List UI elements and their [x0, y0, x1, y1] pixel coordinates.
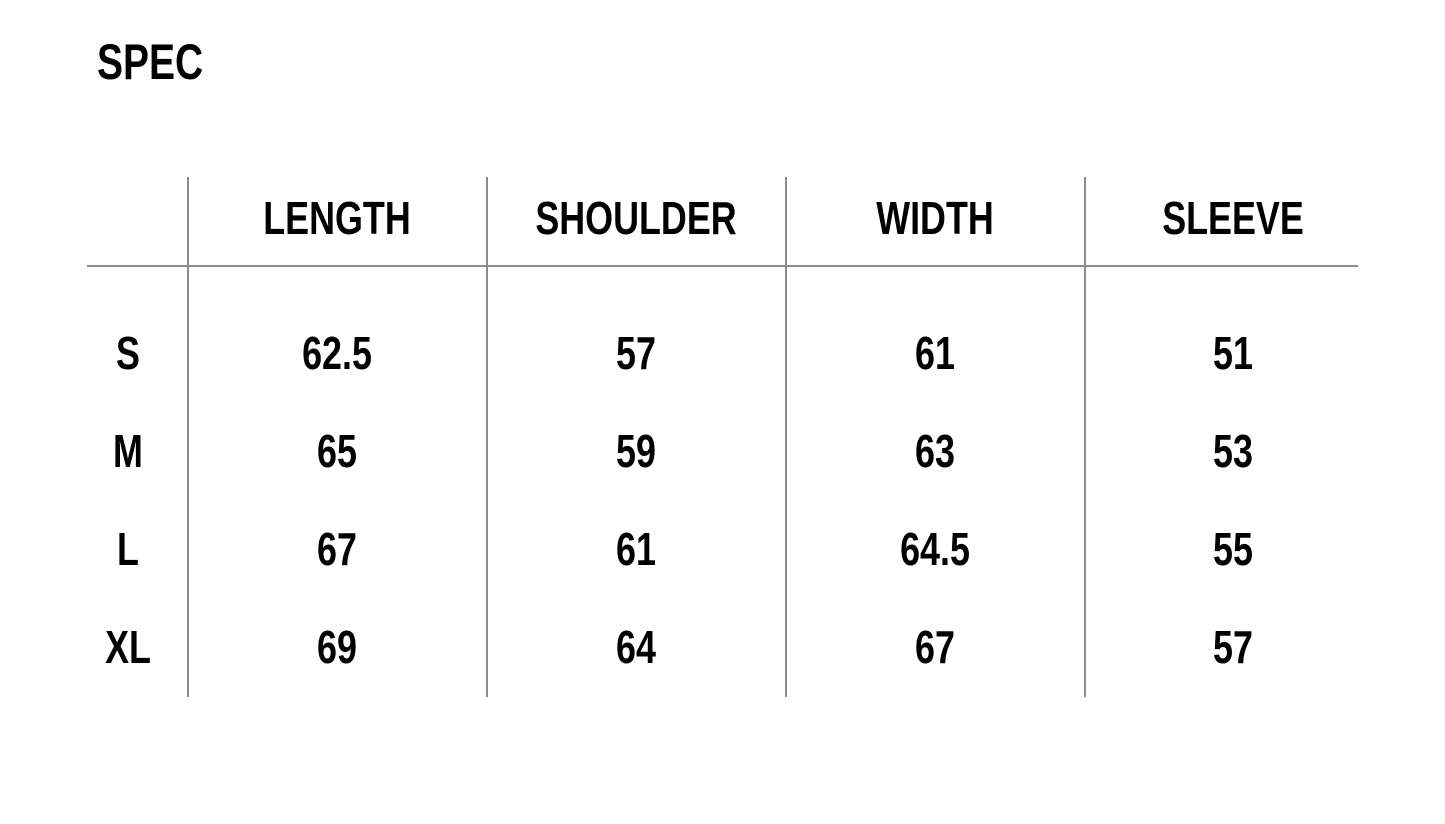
table-cell: 63: [915, 425, 955, 477]
row-size-label: XL: [105, 621, 151, 673]
column-header-sleeve: SLEEVE: [1162, 192, 1304, 244]
table-cell: 53: [1213, 425, 1253, 477]
row-size-label: S: [116, 327, 140, 379]
table-cell: 69: [317, 621, 357, 673]
table-cell: 64: [616, 621, 656, 673]
page-title: SPEC: [97, 34, 204, 90]
table-cell: 57: [616, 327, 656, 379]
table-cell: 51: [1213, 327, 1253, 379]
table-cell: 62.5: [302, 327, 372, 379]
row-size-label: M: [113, 425, 143, 477]
header-divider: [87, 265, 1358, 267]
table-cell: 65: [317, 425, 357, 477]
column-divider: [1084, 177, 1086, 697]
table-cell: 57: [1213, 621, 1253, 673]
table-cell: 55: [1213, 523, 1253, 575]
table-cell: 61: [616, 523, 656, 575]
column-header-shoulder: SHOULDER: [535, 192, 737, 244]
column-header-length: LENGTH: [263, 192, 411, 244]
table-cell: 59: [616, 425, 656, 477]
column-divider: [486, 177, 488, 697]
table-cell: 64.5: [900, 523, 970, 575]
column-header-width: WIDTH: [876, 192, 994, 244]
table-cell: 61: [915, 327, 955, 379]
table-cell: 67: [317, 523, 357, 575]
column-divider: [187, 177, 189, 697]
column-divider: [785, 177, 787, 697]
table-cell: 67: [915, 621, 955, 673]
row-size-label: L: [117, 523, 139, 575]
